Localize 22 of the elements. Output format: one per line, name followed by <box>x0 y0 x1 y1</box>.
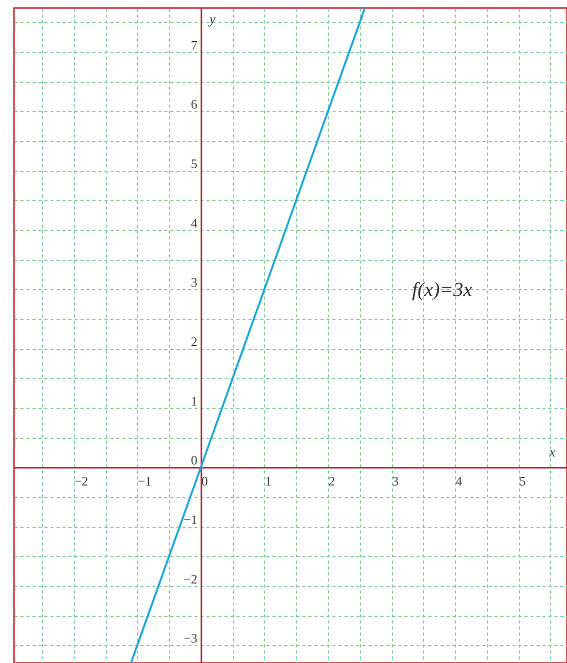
x-tick-label: 0 <box>201 474 208 489</box>
y-tick-label: 6 <box>190 96 198 112</box>
y-tick-label: −2 <box>184 571 198 586</box>
x-tick-label: 4 <box>456 474 463 489</box>
y-tick-label: 0 <box>190 452 198 468</box>
y-axis-title: y <box>207 12 216 28</box>
x-tick-label: 2 <box>328 474 335 489</box>
y-tick-label: −3 <box>184 630 198 646</box>
x-tick-label: −1 <box>138 474 152 489</box>
y-tick-label: 3 <box>190 274 198 290</box>
x-tick-label: −2 <box>74 474 88 489</box>
y-tick-label: 1 <box>190 393 198 408</box>
y-tick-label: 2 <box>190 334 198 350</box>
x-axis-title: x <box>548 446 556 461</box>
y-tick-label: 4 <box>190 215 198 230</box>
y-tick-label: −1 <box>184 512 198 528</box>
y-tick-label: 7 <box>190 37 198 52</box>
x-tick-label: 5 <box>519 474 526 489</box>
x-tick-label: 1 <box>264 474 272 489</box>
annotation: f(x)=3x <box>412 279 472 301</box>
x-tick-label: 3 <box>392 474 399 489</box>
y-tick-label: 5 <box>190 156 198 172</box>
